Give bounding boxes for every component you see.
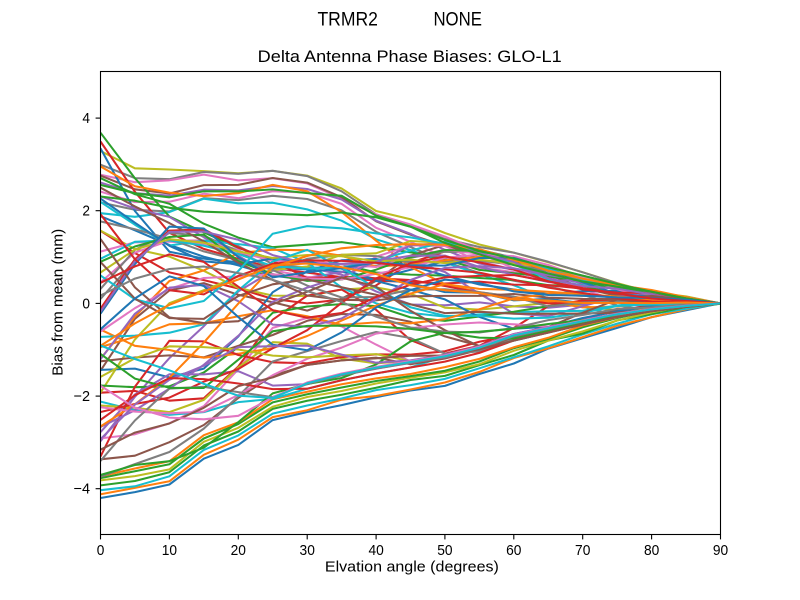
svg-text:60: 60 [506, 542, 521, 559]
svg-text:Delta Antenna Phase Biases: GL: Delta Antenna Phase Biases: GLO-L1 [258, 47, 562, 66]
svg-text:2: 2 [82, 203, 90, 220]
svg-text:−4: −4 [74, 481, 91, 498]
svg-text:Bias from mean (mm): Bias from mean (mm) [49, 229, 66, 376]
svg-text:70: 70 [575, 542, 590, 559]
svg-text:30: 30 [300, 542, 315, 559]
svg-text:50: 50 [437, 542, 452, 559]
svg-text:−2: −2 [74, 388, 91, 405]
svg-text:80: 80 [644, 542, 659, 559]
svg-text:NONE: NONE [433, 10, 482, 31]
svg-text:20: 20 [231, 542, 246, 559]
svg-text:4: 4 [82, 110, 90, 127]
svg-text:90: 90 [713, 542, 728, 559]
svg-text:Elvation angle (degrees): Elvation angle (degrees) [325, 559, 499, 576]
svg-text:40: 40 [368, 542, 383, 559]
svg-text:0: 0 [82, 295, 90, 312]
svg-text:0: 0 [97, 542, 105, 559]
svg-text:10: 10 [162, 542, 177, 559]
svg-text:TRMR2: TRMR2 [317, 10, 378, 31]
